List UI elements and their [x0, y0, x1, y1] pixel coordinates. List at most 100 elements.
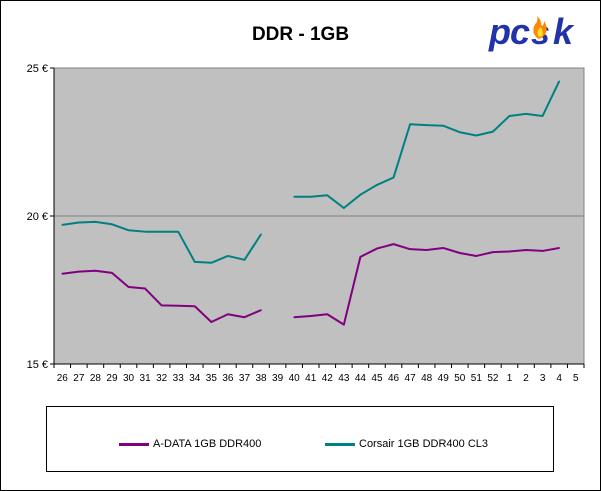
flame-icon: [533, 16, 547, 39]
data-point: [442, 247, 445, 249]
data-point: [425, 124, 428, 126]
data-point: [508, 115, 511, 117]
x-tick-label: 37: [239, 373, 251, 384]
data-point: [260, 233, 262, 236]
data-point: [260, 309, 262, 311]
data-point: [409, 248, 411, 250]
data-point: [525, 113, 527, 115]
data-point: [111, 272, 113, 274]
data-point: [442, 124, 445, 127]
data-point: [177, 304, 180, 307]
data-point: [376, 184, 378, 186]
x-tick-label: 5: [573, 373, 579, 384]
x-tick-label: 50: [454, 373, 466, 384]
data-point: [343, 207, 345, 209]
data-point: [61, 224, 64, 226]
legend-item-corsair: Corsair 1GB DDR400 CL3: [325, 438, 488, 450]
svg-text:pc: pc: [488, 11, 530, 52]
x-tick-label: 41: [305, 373, 317, 384]
x-tick-label: 52: [487, 373, 499, 384]
x-tick-label: 33: [173, 373, 185, 384]
x-tick-label: 34: [189, 373, 201, 384]
data-point: [127, 229, 130, 232]
data-point: [409, 123, 411, 126]
data-point: [392, 176, 395, 179]
data-point: [78, 221, 80, 224]
x-tick-label: 40: [289, 373, 301, 384]
pcsk-logo: pc k s: [488, 11, 575, 52]
data-point: [227, 255, 229, 257]
data-point: [293, 195, 295, 198]
x-tick-label: 46: [388, 373, 400, 384]
data-point: [243, 259, 246, 261]
x-tick-label: 42: [322, 373, 334, 384]
data-point: [144, 230, 146, 233]
data-point: [525, 249, 527, 251]
data-point: [193, 305, 196, 308]
legend-label-corsair: Corsair 1GB DDR400 CL3: [359, 438, 488, 450]
data-point: [475, 134, 478, 137]
data-point: [425, 249, 428, 251]
x-tick-label: 29: [106, 373, 118, 384]
legend-swatch-adata: [119, 442, 149, 446]
axes: 15 €20 €25 €26 27 28 29 30 31 32 33 34 35 36 37 38 39…: [27, 63, 585, 384]
data-point: [492, 251, 494, 253]
data-point: [210, 261, 213, 264]
x-tick-label: 32: [156, 373, 168, 384]
x-tick-label: 49: [438, 373, 450, 384]
x-tick-label: 51: [471, 373, 483, 384]
y-tick-label: 25 €: [27, 63, 48, 75]
x-tick-label: 47: [405, 373, 417, 384]
data-point: [326, 194, 329, 197]
x-tick-label: 48: [421, 373, 433, 384]
x-tick-label: 38: [255, 373, 267, 384]
series-corsair: [61, 80, 561, 264]
x-tick-label: 31: [140, 373, 152, 384]
x-tick-label: 1: [507, 373, 513, 384]
data-point: [458, 131, 461, 134]
svg-text:k: k: [553, 11, 575, 52]
x-tick-label: 36: [222, 373, 234, 384]
x-tick-label: 28: [90, 373, 102, 384]
legend: A-DATA 1GB DDR400 Corsair 1GB DDR400 CL3: [46, 406, 554, 472]
data-point: [326, 313, 329, 316]
data-point: [492, 130, 494, 133]
y-tick-label: 20 €: [27, 211, 48, 223]
y-tick-label: 15 €: [27, 359, 48, 371]
x-tick-label: 39: [272, 373, 284, 384]
legend-label-adata: A-DATA 1GB DDR400: [153, 438, 262, 450]
data-point: [127, 286, 130, 288]
data-point: [392, 243, 395, 245]
x-tick-label: 35: [206, 373, 218, 384]
x-tick-label: 43: [338, 373, 350, 384]
x-tick-label: 44: [355, 373, 367, 384]
x-tick-label: 30: [123, 373, 135, 384]
data-point: [94, 221, 97, 223]
data-point: [177, 230, 180, 233]
chart-title: DDR - 1GB: [251, 24, 350, 45]
data-point: [144, 287, 146, 290]
data-point: [160, 304, 163, 307]
data-point: [111, 223, 113, 226]
data-point: [508, 250, 511, 253]
x-tick-label: 27: [73, 373, 85, 384]
data-point: [61, 272, 64, 275]
data-point: [78, 270, 80, 273]
x-tick-label: 2: [523, 373, 529, 384]
data-point: [558, 80, 560, 83]
data-point: [243, 316, 246, 319]
data-point: [359, 193, 362, 196]
data-point: [227, 313, 229, 316]
data-point: [458, 252, 461, 254]
data-point: [309, 195, 312, 198]
data-point: [309, 315, 312, 317]
data-point: [376, 247, 378, 250]
x-tick-label: 4: [556, 373, 562, 384]
data-point: [541, 115, 544, 117]
data-point: [193, 261, 196, 263]
legend-swatch-corsair: [325, 442, 355, 446]
x-tick-label: 45: [371, 373, 383, 384]
data-point: [94, 269, 97, 272]
data-point: [475, 255, 478, 257]
